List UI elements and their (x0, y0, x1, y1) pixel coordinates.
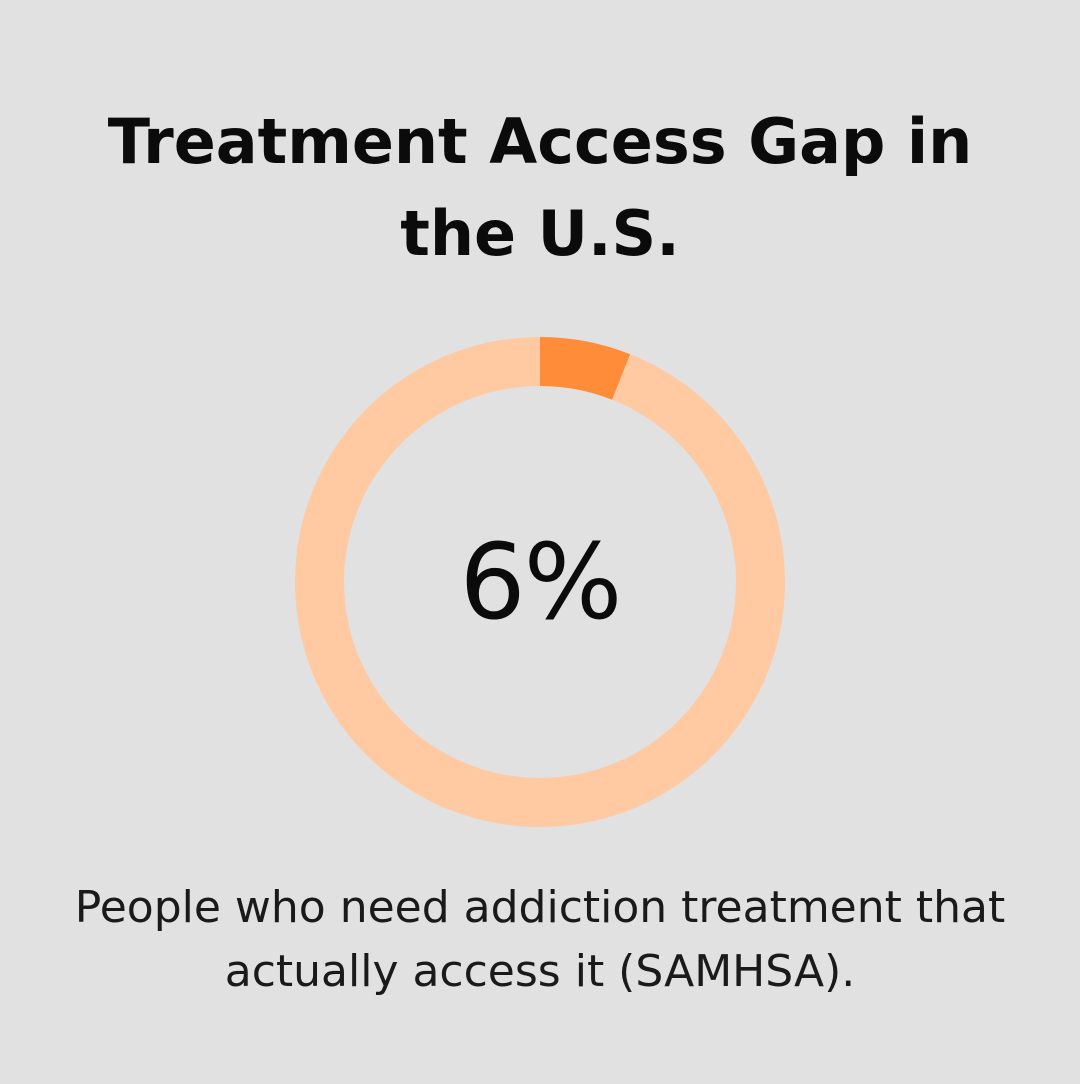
chart-title: Treatment Access Gap in the U.S. (107, 105, 973, 270)
donut-slice-highlight (540, 337, 631, 400)
chart-caption: People who need addiction treatment that… (74, 882, 1006, 997)
donut-chart (295, 337, 785, 827)
center-percentage: 6% (459, 521, 623, 643)
donut-svg (295, 337, 785, 827)
